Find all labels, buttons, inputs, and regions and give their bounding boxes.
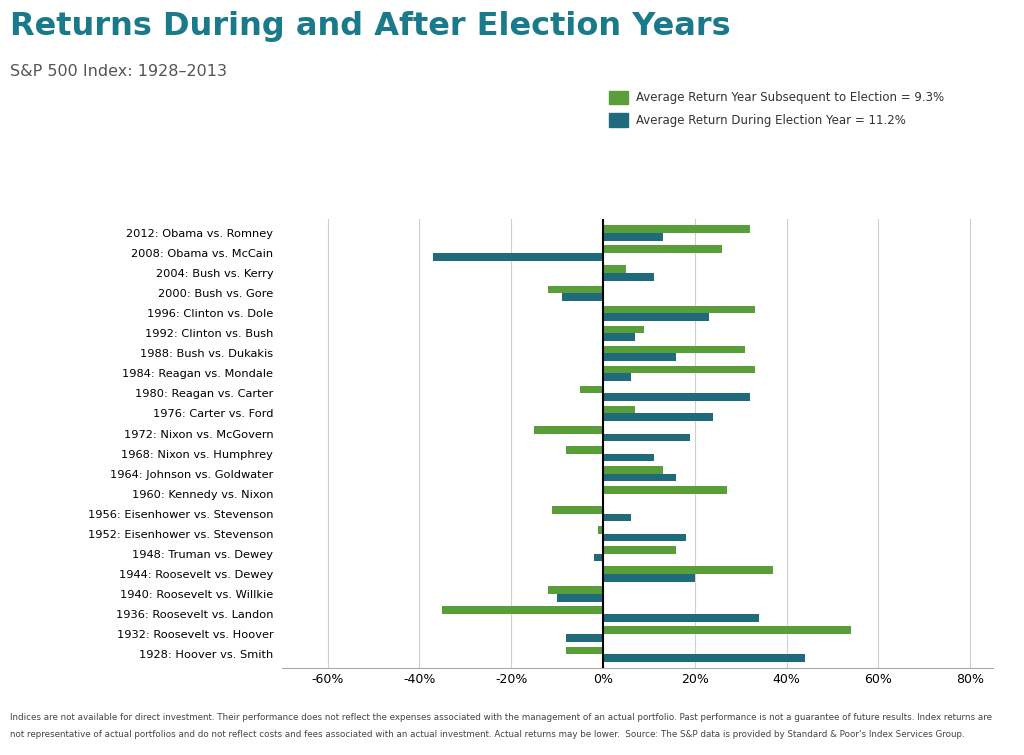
Bar (603, 414, 713, 421)
Bar (557, 594, 603, 602)
Bar (603, 574, 695, 581)
Bar (603, 547, 677, 554)
Bar (603, 454, 653, 461)
Text: Returns During and After Election Years: Returns During and After Election Years (10, 11, 731, 42)
Bar (580, 386, 603, 393)
Bar (548, 285, 603, 293)
Bar (603, 325, 644, 333)
Bar (603, 245, 722, 253)
Text: not representative of actual portfolios and do not reflect costs and fees associ: not representative of actual portfolios … (10, 730, 965, 739)
Bar (442, 606, 603, 614)
Bar (603, 365, 755, 374)
Text: S&P 500 Index: 1928–2013: S&P 500 Index: 1928–2013 (10, 64, 227, 79)
Bar (603, 654, 805, 661)
Bar (603, 406, 635, 414)
Bar (553, 506, 603, 513)
Bar (603, 313, 709, 321)
Bar (562, 293, 603, 300)
Bar (535, 426, 603, 433)
Bar (433, 253, 603, 260)
Bar (603, 614, 759, 621)
Bar (603, 433, 690, 441)
Bar (603, 473, 677, 481)
Bar (603, 226, 750, 233)
Bar (603, 393, 750, 401)
Bar (603, 306, 755, 313)
Bar (566, 646, 603, 654)
Bar (603, 233, 663, 241)
Bar (603, 374, 631, 381)
Bar (603, 466, 663, 473)
Text: Indices are not available for direct investment. Their performance does not refl: Indices are not available for direct inv… (10, 713, 992, 723)
Bar (566, 446, 603, 454)
Bar (566, 634, 603, 642)
Bar (603, 486, 727, 494)
Bar (598, 526, 603, 534)
Bar (603, 513, 631, 522)
Bar (603, 273, 653, 281)
Bar (603, 534, 686, 541)
Bar (603, 266, 626, 273)
Text: Average Return During Election Year = 11.2%: Average Return During Election Year = 11… (636, 113, 906, 127)
Bar (603, 353, 677, 361)
Bar (594, 554, 603, 562)
Bar (603, 566, 773, 574)
Bar (603, 333, 635, 341)
Bar (603, 346, 745, 353)
Bar (603, 627, 851, 634)
Text: Average Return Year Subsequent to Election = 9.3%: Average Return Year Subsequent to Electi… (636, 91, 944, 104)
Bar (548, 587, 603, 594)
